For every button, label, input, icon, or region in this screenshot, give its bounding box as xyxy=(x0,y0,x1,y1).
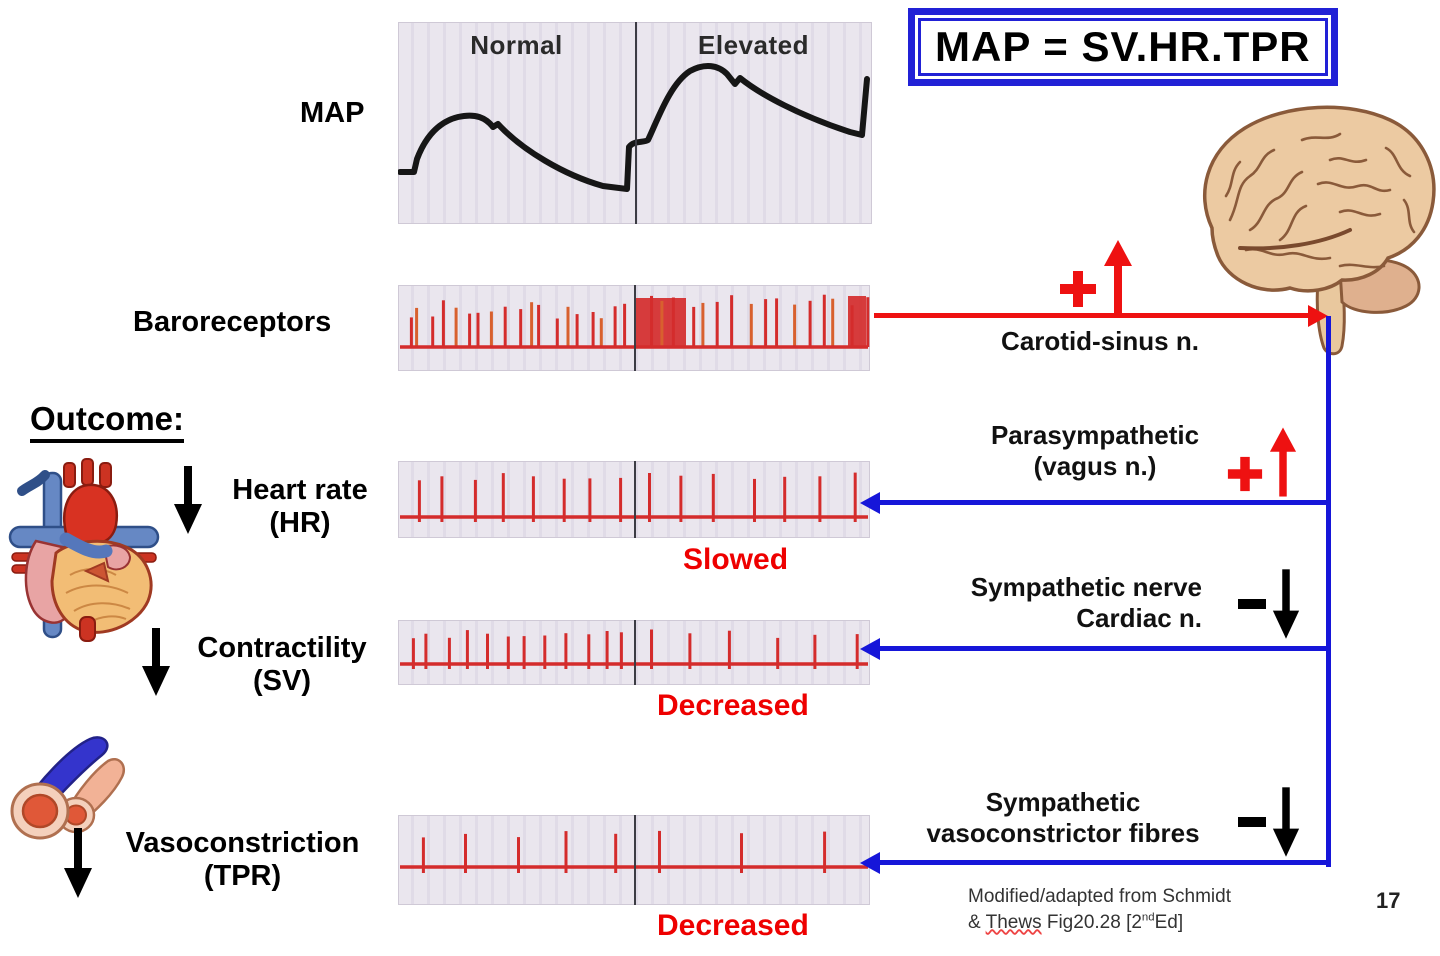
vasoconstrictor-arrowhead-icon xyxy=(860,852,880,874)
vasoconstrictor-sign-group xyxy=(1238,786,1301,858)
parasympathetic-sign-group xyxy=(1226,426,1297,498)
vasoconstriction-line2: (TPR) xyxy=(203,860,282,893)
sv-result-label: Decreased xyxy=(657,689,809,722)
vasoconstrictor-line1: Sympathetic xyxy=(985,787,1141,817)
up-arrow-icon xyxy=(1104,240,1132,314)
vasoconstrictor-line2: vasoconstrictor fibres xyxy=(926,818,1200,849)
elevated-label: Elevated xyxy=(698,30,809,60)
carotid-arrowhead-icon xyxy=(1308,305,1328,327)
vagus-arrowhead-icon xyxy=(860,492,880,514)
cardiac-arrowhead-icon xyxy=(860,638,880,660)
contractility-line2: (SV) xyxy=(253,665,311,698)
heart-rate-line2: (HR) xyxy=(269,507,331,540)
down-arrow-icon xyxy=(64,828,92,898)
cardiac-line1: Sympathetic nerve xyxy=(970,572,1202,602)
heart-rate-divider xyxy=(634,461,636,538)
vagus-arrow-line xyxy=(878,500,1328,505)
brain-illustration xyxy=(1203,105,1436,356)
outcome-heading: Outcome: xyxy=(30,400,185,443)
cardiac-line2: Cardiac n. xyxy=(1076,603,1202,634)
page-number: 17 xyxy=(1376,888,1401,913)
formula-box: MAP = SV.HR.TPR xyxy=(908,8,1338,86)
heart-rate-label: Heart rate (HR) xyxy=(210,474,390,541)
citation-line1: Modified/adapted from Schmidt xyxy=(968,886,1231,907)
efferent-trunk-line xyxy=(1326,316,1331,867)
down-arrow-icon xyxy=(142,628,170,696)
baroreceptor-divider xyxy=(634,285,636,371)
vasoconstriction-trace-panel xyxy=(398,815,870,905)
contractility-trace-panel xyxy=(398,620,870,685)
cardiac-sign-group xyxy=(1238,568,1301,640)
citation-line2: & Thews Fig20.28 [2ndEd] xyxy=(968,911,1184,933)
parasympathetic-label: Parasympathetic (vagus n.) xyxy=(973,420,1217,482)
parasympathetic-line2: (vagus n.) xyxy=(1033,451,1157,482)
down-arrow-icon xyxy=(174,466,202,534)
heart-rate-trace-panel xyxy=(398,461,870,538)
up-arrow-icon xyxy=(1269,427,1297,497)
map-waveform xyxy=(398,63,870,192)
carotid-sign-group xyxy=(1058,240,1133,314)
contractility-line1: Contractility xyxy=(197,632,367,664)
contractility-label: Contractility (SV) xyxy=(172,632,392,699)
heart-rate-line1: Heart rate xyxy=(232,474,368,506)
contractility-divider xyxy=(634,620,636,685)
hr-result-label: Slowed xyxy=(683,543,789,576)
formula-box-inner: MAP = SV.HR.TPR xyxy=(918,18,1328,76)
heart-illustration xyxy=(8,458,160,642)
carotid-sinus-label: Carotid-sinus n. xyxy=(1001,326,1199,356)
minus-icon xyxy=(1238,599,1266,609)
formula-text: MAP = SV.HR.TPR xyxy=(935,23,1311,70)
citation: Modified/adapted from Schmidt & Thews Fi… xyxy=(968,884,1313,935)
baroreceptor-trace-panel xyxy=(398,285,870,371)
carotid-afferent-line xyxy=(874,313,1318,318)
vasoconstrictor-fibres-label: Sympathetic vasoconstrictor fibres xyxy=(898,787,1228,849)
map-trace-panel: Normal Elevated xyxy=(398,22,872,224)
down-arrow-icon xyxy=(1272,787,1300,857)
blood-vessels-illustration xyxy=(10,736,125,840)
normal-label: Normal xyxy=(470,30,563,60)
tpr-result-label: Decreased xyxy=(657,909,809,942)
vasoconstriction-label: Vasoconstriction (TPR) xyxy=(95,827,390,894)
plus-icon xyxy=(1060,271,1096,307)
plus-icon xyxy=(1227,456,1263,492)
down-arrow-icon xyxy=(1272,569,1300,639)
cardiac-arrow-line xyxy=(878,646,1328,651)
baroreceptors-label: Baroreceptors xyxy=(133,306,332,338)
vasoconstriction-divider xyxy=(634,815,636,905)
vasoconstrictor-arrow-line xyxy=(878,860,1328,865)
parasympathetic-line1: Parasympathetic xyxy=(990,420,1200,450)
cardiac-nerve-label: Sympathetic nerve Cardiac n. xyxy=(900,572,1202,634)
map-divider xyxy=(635,22,637,224)
map-label: MAP xyxy=(300,97,365,129)
outcome-heading-wrap: Outcome: xyxy=(30,400,185,443)
minus-icon xyxy=(1238,817,1266,827)
citation-thews: Thews xyxy=(985,911,1042,933)
vasoconstriction-line1: Vasoconstriction xyxy=(125,827,360,859)
